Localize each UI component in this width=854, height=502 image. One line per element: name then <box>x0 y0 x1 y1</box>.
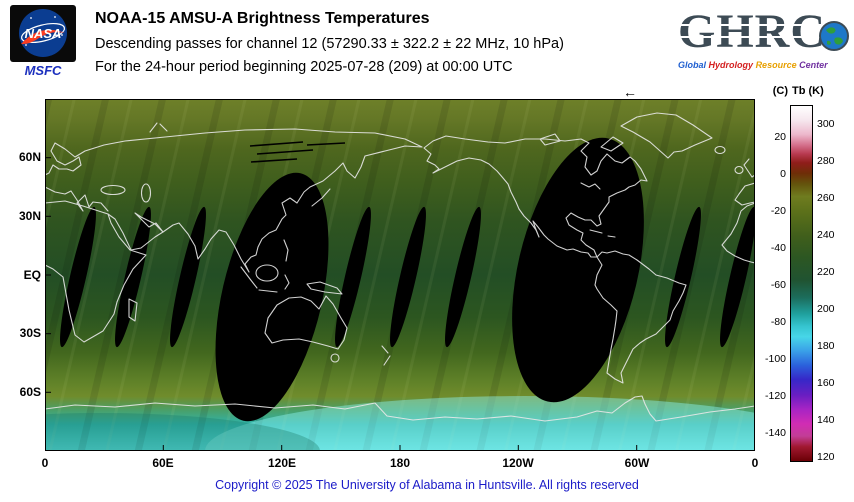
ghrc-tagline: Global Hydrology Resource Center <box>678 60 848 70</box>
channel-subtitle: Descending passes for channel 12 (57290.… <box>95 36 564 52</box>
c-tick: -20 <box>770 205 786 217</box>
k-tick: 280 <box>817 155 835 167</box>
c-tick: -100 <box>764 353 786 365</box>
copyright-notice: Copyright © 2025 The University of Alaba… <box>215 478 639 492</box>
lon-label-0: 0 <box>41 456 49 470</box>
map-frame <box>45 99 755 451</box>
tagline-word: Center <box>799 60 828 70</box>
k-tick: 200 <box>817 303 835 315</box>
coastlines <box>45 112 755 422</box>
c-tick: -40 <box>770 242 786 254</box>
nasa-meatball-icon: NASA <box>10 5 76 62</box>
brightness-temperature-map <box>45 99 755 451</box>
lat-label-30s: 30S <box>19 326 41 340</box>
data-dropout-marks <box>249 141 346 163</box>
c-tick: -60 <box>770 279 786 291</box>
lat-label-eq: EQ <box>23 268 41 282</box>
c-tick: -120 <box>764 390 786 402</box>
celsius-unit-label: (C) <box>772 85 788 97</box>
lon-label-120w: 120W <box>502 456 534 470</box>
lon-label-60e: 60E <box>152 456 174 470</box>
colorbar <box>790 105 813 462</box>
k-tick: 160 <box>817 377 835 389</box>
tagline-word: Global <box>678 60 707 70</box>
lon-label-60w: 60W <box>624 456 650 470</box>
period-subtitle: For the 24-hour period beginning 2025-07… <box>95 59 513 75</box>
c-tick: 20 <box>774 131 786 143</box>
page-title: NOAA-15 AMSU-A Brightness Temperatures <box>95 10 430 27</box>
seam-arrow-icon: ← <box>613 85 647 99</box>
tagline-word: Hydrology <box>708 60 754 70</box>
nasa-wordmark: NASA <box>25 26 62 41</box>
k-tick: 300 <box>817 118 835 130</box>
lon-label-180: 180 <box>389 456 411 470</box>
lat-label-30n: 30N <box>18 209 41 223</box>
ghrc-letters: GHRC <box>678 5 826 58</box>
ghrc-stripe <box>678 24 848 26</box>
ghrc-wordmark: GHRC <box>678 5 849 58</box>
nasa-logo: NASA <box>10 5 76 62</box>
k-tick: 260 <box>817 192 835 204</box>
k-tick: 120 <box>817 451 835 463</box>
kelvin-unit-label: Tb (K) <box>792 85 824 97</box>
lon-label-0-right: 0 <box>751 456 759 470</box>
lat-label-60n: 60N <box>18 150 41 164</box>
k-tick: 240 <box>817 229 835 241</box>
k-tick: 180 <box>817 340 835 352</box>
c-tick: -140 <box>764 427 786 439</box>
k-tick: 220 <box>817 266 835 278</box>
title-block: NOAA-15 AMSU-A Brightness Temperatures D… <box>95 10 564 82</box>
globe-icon <box>819 21 849 51</box>
msfc-label: MSFC <box>24 63 62 78</box>
lon-label-120e: 120E <box>267 456 297 470</box>
lat-label-60s: 60S <box>19 385 41 399</box>
ghrc-stripe <box>678 36 848 38</box>
temperature-field <box>45 99 755 451</box>
c-tick: 0 <box>780 168 786 180</box>
c-tick: -80 <box>770 316 786 328</box>
k-tick: 140 <box>817 414 835 426</box>
tagline-word: Resource <box>755 60 797 70</box>
ghrc-logo: GHRC Global Hydrology Resource Center <box>678 5 849 86</box>
